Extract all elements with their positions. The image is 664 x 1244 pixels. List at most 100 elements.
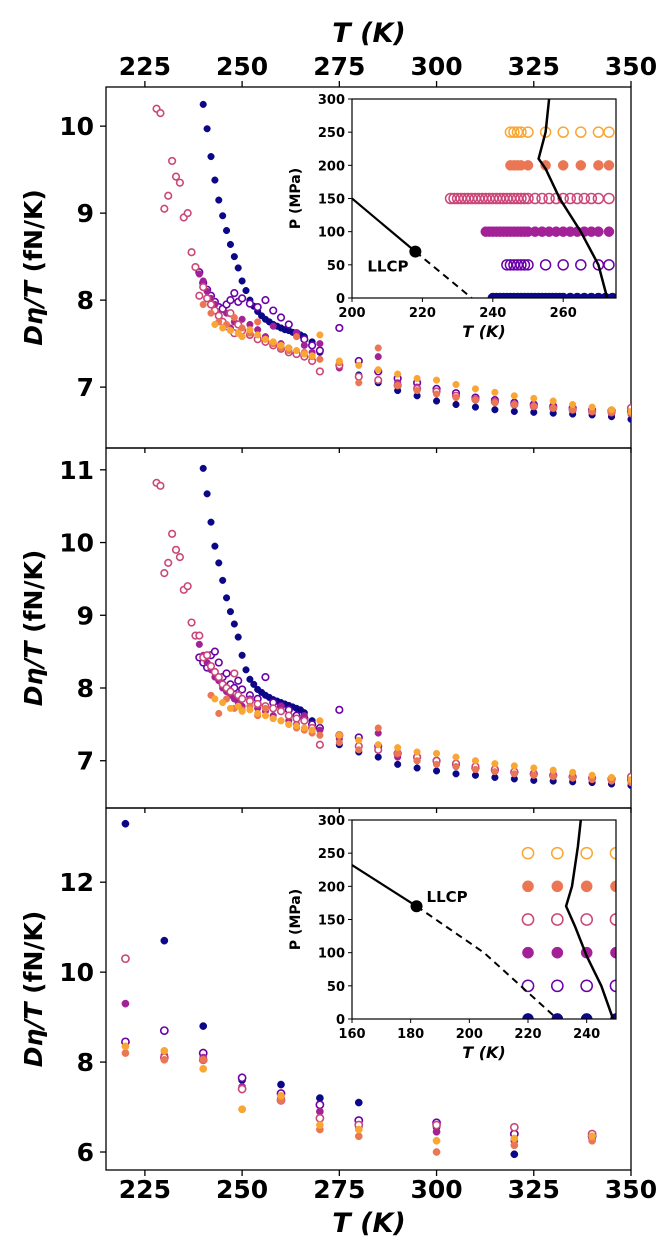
data-point-gold	[394, 370, 402, 378]
data-point-magenta	[195, 640, 203, 648]
inset-point-gold	[522, 126, 534, 138]
y-tick-label: 10	[59, 112, 94, 141]
data-point-orange	[549, 404, 557, 412]
data-point-navy	[160, 936, 169, 945]
data-point-gold	[226, 704, 234, 712]
data-point-pink	[315, 1113, 325, 1123]
inset-point-orange	[610, 880, 616, 893]
data-point-gold	[588, 771, 596, 779]
data-point-pink	[195, 291, 204, 300]
y-tick-label: 8	[77, 286, 94, 315]
data-point-gold	[219, 698, 227, 707]
widom-line	[414, 250, 473, 298]
data-point-orange	[355, 746, 363, 754]
data-point-gold	[277, 717, 285, 725]
inset-point-magenta	[551, 946, 564, 959]
inset-point-orange	[551, 880, 564, 893]
data-point-pink	[191, 262, 200, 272]
x-tick-label-bottom: 350	[605, 1175, 657, 1204]
inset-point-gold	[609, 846, 616, 860]
y-axis-label: Dη/T (fN/K)	[19, 911, 48, 1068]
data-point-pink	[203, 294, 212, 303]
data-point-navy	[223, 226, 231, 235]
x-tick-label-top: 325	[508, 52, 560, 81]
data-point-navy	[226, 608, 234, 616]
data-point-gold	[316, 331, 324, 339]
data-point-navy	[491, 406, 499, 414]
data-point-navy	[433, 767, 441, 775]
inset-point-purple	[521, 979, 535, 993]
data-point-gold	[160, 1046, 169, 1055]
data-point-gold	[413, 748, 421, 756]
x-tick-label-top: 225	[119, 52, 171, 81]
top-x-axis-label: T (K)	[332, 18, 405, 49]
data-point-purple	[210, 647, 219, 656]
data-point-pink	[183, 209, 192, 218]
inset-point-gold	[550, 846, 564, 860]
llcp-marker	[409, 245, 422, 258]
inset-point-orange	[522, 880, 534, 893]
data-point-navy	[238, 651, 246, 659]
inset-point-gold	[515, 126, 527, 138]
inset-y-tick-label: 300	[318, 93, 345, 108]
data-points	[152, 464, 631, 790]
data-point-gold	[238, 1105, 246, 1114]
x-tick-label-bottom: 225	[119, 1175, 171, 1204]
data-point-navy	[226, 240, 234, 248]
inset-point-pink	[529, 192, 541, 205]
data-point-pink	[199, 282, 208, 292]
data-point-purple	[315, 1100, 325, 1110]
inset-y-tick-label: 200	[318, 880, 345, 895]
data-point-pink	[164, 558, 173, 568]
inset-point-gold	[592, 126, 605, 138]
inset-point-gold	[508, 126, 520, 138]
data-point-navy	[211, 542, 219, 550]
data-point-navy	[238, 277, 246, 285]
data-point-pink	[230, 669, 239, 678]
inset-point-gold	[521, 846, 535, 860]
x-tick-label-bottom: 250	[216, 1175, 268, 1204]
data-point-pink	[206, 300, 216, 309]
data-point-pink	[164, 191, 173, 200]
data-point-gold	[452, 380, 460, 389]
data-point-navy	[199, 100, 207, 108]
data-point-gold	[549, 766, 557, 774]
x-tick-label-bottom: 325	[508, 1175, 560, 1204]
data-point-purple	[315, 346, 324, 355]
data-point-purple	[238, 685, 247, 694]
data-point-pink	[160, 204, 169, 213]
y-tick-label: 8	[77, 674, 94, 703]
data-point-navy	[211, 176, 219, 184]
data-point-purple	[159, 1026, 169, 1035]
inset-point-navy	[607, 292, 616, 298]
inset-point-pink	[522, 192, 534, 205]
data-point-gold	[608, 406, 616, 414]
data-point-gold	[254, 331, 262, 339]
data-point-navy	[242, 287, 250, 295]
inset-point-purple	[550, 979, 564, 993]
inset-y-tick-label: 200	[318, 159, 345, 174]
inset-x-label: T (K)	[462, 322, 506, 341]
y-tick-label: 11	[59, 456, 94, 485]
inset-point-purple	[557, 259, 569, 271]
panel-top: 7 8 9 10 225 250 275 300 325 350 Dη/T (fN/K) 0 50 100…	[19, 52, 657, 453]
inset-point-magenta	[522, 946, 534, 959]
data-point-pink	[187, 248, 196, 257]
data-point-navy	[413, 764, 421, 772]
inset-y-tick-label: 50	[327, 980, 345, 995]
phase-boundary-line	[564, 820, 615, 1019]
data-point-purple	[308, 341, 317, 350]
data-point-purple	[276, 313, 286, 322]
data-point-navy	[250, 680, 258, 688]
x-tick-label-top: 250	[216, 52, 268, 81]
data-point-navy	[234, 264, 242, 272]
data-point-orange	[413, 757, 421, 765]
inset-y-tick-label: 100	[318, 947, 345, 962]
inset-point-pink	[564, 192, 576, 205]
inset-point-orange	[580, 880, 593, 893]
data-point-gold	[471, 385, 479, 393]
data-point-navy	[199, 1022, 208, 1030]
data-point-navy	[230, 253, 238, 261]
data-point-orange	[374, 724, 382, 732]
